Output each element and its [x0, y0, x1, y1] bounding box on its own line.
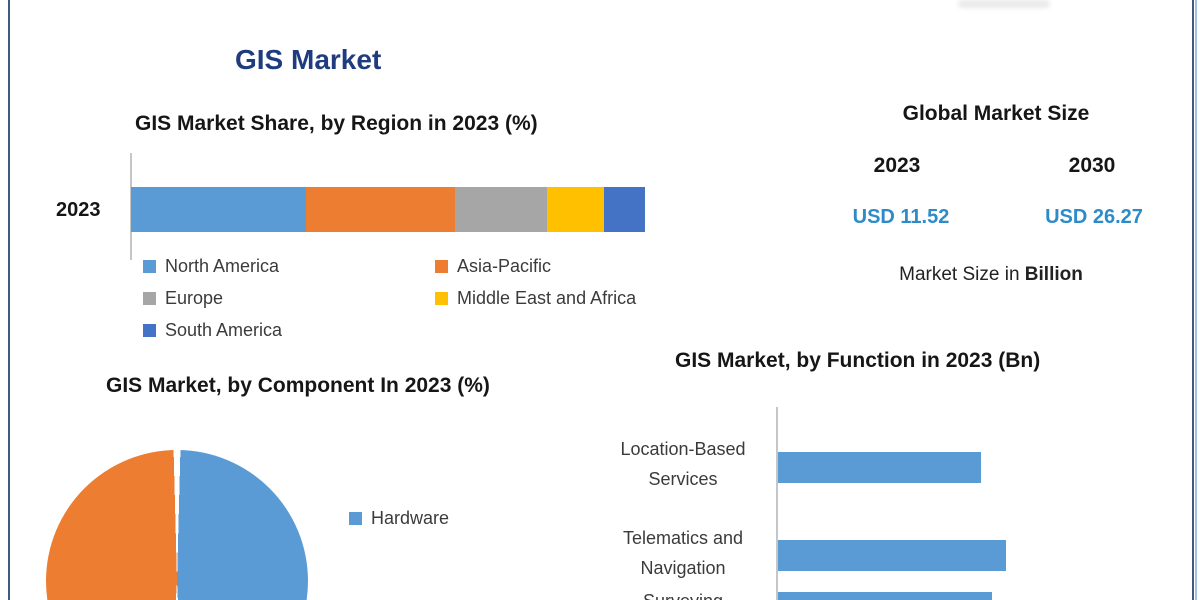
- function-bar-location-based-services: [778, 452, 981, 483]
- legend-item-south-america: South America: [143, 321, 435, 340]
- legend-swatch-south-america: [143, 324, 156, 337]
- function-label-location-based-services: Location-Based Services: [600, 434, 766, 494]
- right-border-line-dark: [1192, 0, 1194, 600]
- function-bar-telematics-navigation: [778, 540, 1006, 571]
- region-segment-north-america: [131, 187, 306, 232]
- legend-label-north-america: North America: [165, 256, 280, 276]
- market-size-year-2030: 2030: [1068, 154, 1116, 177]
- region-chart-title: GIS Market Share, by Region in 2023 (%): [135, 112, 538, 135]
- market-size-value-2023: USD 11.52: [852, 206, 950, 228]
- legend-item-hardware: Hardware: [349, 509, 449, 528]
- function-label-line: Services: [648, 469, 718, 489]
- left-border-line: [8, 0, 10, 600]
- legend-label-asia-pacific: Asia-Pacific: [457, 256, 552, 276]
- function-label-telematics-navigation: Telematics and Navigation: [600, 523, 766, 583]
- region-legend: North America Asia-Pacific Europe Middle…: [143, 257, 663, 340]
- region-segment-south-america: [603, 187, 645, 232]
- legend-label-hardware: Hardware: [371, 508, 450, 528]
- legend-item-north-america: North America: [143, 257, 435, 276]
- cropped-top-artifact: [958, 0, 1050, 8]
- page-title: GIS Market: [235, 44, 382, 75]
- function-label-line: Location-Based: [620, 439, 746, 459]
- right-border-line-light: [1195, 0, 1197, 600]
- region-chart-row-label: 2023: [56, 199, 101, 221]
- market-size-caption: Market Size in Billion: [841, 264, 1141, 286]
- legend-swatch-europe: [143, 292, 156, 305]
- legend-swatch-north-america: [143, 260, 156, 273]
- legend-swatch-hardware: [349, 512, 362, 525]
- legend-item-asia-pacific: Asia-Pacific: [435, 257, 663, 276]
- region-segment-middle-east-and-africa: [547, 187, 604, 232]
- legend-label-middle-east-africa: Middle East and Africa: [457, 288, 637, 308]
- component-chart-title: GIS Market, by Component In 2023 (%): [106, 374, 490, 397]
- function-label-surveying: Surveying: [600, 586, 766, 600]
- legend-item-europe: Europe: [143, 289, 435, 308]
- region-stacked-bar: [131, 187, 645, 232]
- function-label-line: Telematics and: [622, 528, 744, 548]
- market-size-value-2030: USD 26.27: [1045, 206, 1143, 228]
- function-label-line: Navigation: [640, 558, 726, 578]
- legend-item-middle-east-africa: Middle East and Africa: [435, 289, 663, 308]
- market-size-year-2023: 2023: [873, 154, 921, 177]
- market-size-title: Global Market Size: [902, 102, 1090, 125]
- function-chart-title: GIS Market, by Function in 2023 (Bn): [675, 349, 1041, 372]
- market-size-caption-bold: Billion: [1024, 264, 1083, 285]
- function-chart-y-axis: [776, 407, 778, 600]
- function-label-line: Surveying: [600, 586, 766, 600]
- component-pie-chart: [46, 450, 308, 600]
- legend-label-europe: Europe: [165, 288, 224, 308]
- region-segment-asia-pacific: [305, 187, 455, 232]
- function-bar-surveying: [778, 592, 992, 600]
- region-segment-europe: [454, 187, 548, 232]
- legend-label-south-america: South America: [165, 320, 283, 340]
- market-size-caption-prefix: Market Size in: [899, 264, 1025, 285]
- legend-swatch-middle-east-africa: [435, 292, 448, 305]
- legend-swatch-asia-pacific: [435, 260, 448, 273]
